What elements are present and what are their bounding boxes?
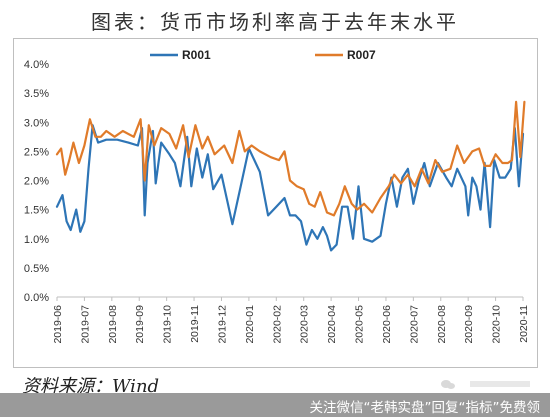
x-tick-label: 2019-11 [189,305,201,343]
y-tick-label: 1.0% [24,234,49,246]
y-tick-label: 2.5% [24,146,49,158]
x-tick-label: 2020-11 [518,305,530,343]
x-tick-label: 2020-10 [491,305,503,344]
x-tick-label: 2019-08 [107,305,119,344]
footer-text: 关注微信“老韩实盘”回复“指标”免费领 [309,400,540,416]
x-tick-label: 2019-10 [162,305,174,344]
y-tick-label: 3.0% [24,117,49,129]
x-tick-label: 2019-06 [52,305,64,344]
y-tick-label: 4.0% [24,59,49,71]
x-tick-label: 2020-08 [436,305,448,344]
y-tick-label: 1.5% [24,205,49,217]
series-lines [55,100,526,252]
legend-label-r007: R007 [347,48,376,62]
x-tick-label: 2020-01 [244,305,256,344]
y-tick-label: 2.0% [24,176,49,188]
chart-title: 图表：货币市场利率高于去年末水平 [91,10,459,34]
wechat-icon [441,380,530,389]
x-tick-label: 2020-03 [299,305,311,344]
y-tick-label: 3.5% [24,88,49,100]
x-tick-label: 2020-02 [271,305,283,344]
x-tick-label: 2019-09 [134,305,146,344]
axes: 0.0% 0.5% 1.0% 1.5% 2.0% 2.5% 3.0% 3.5% 4.0% 2019… [24,59,530,344]
source-note: 资料来源：Wind [22,376,160,397]
chart-frame [13,38,538,368]
y-tick-label: 0.5% [24,263,49,275]
x-tick-label: 2020-06 [381,305,393,344]
x-tick-label: 2020-05 [354,305,366,344]
x-tick-label: 2020-07 [408,305,420,344]
x-tick-label: 2019-12 [216,305,228,344]
y-tick-label: 0.0% [24,292,49,304]
legend-label-r001: R001 [182,48,211,62]
series-line-r007 [55,100,526,217]
x-tick-label: 2020-04 [326,305,338,344]
series-line-r001 [55,124,525,252]
footer-bar: 关注微信“老韩实盘”回复“指标”免费领 [0,393,550,417]
x-tick-label: 2019-07 [79,305,91,344]
x-tick-label: 2020-09 [463,305,475,344]
legend: R001 R007 [150,48,376,62]
